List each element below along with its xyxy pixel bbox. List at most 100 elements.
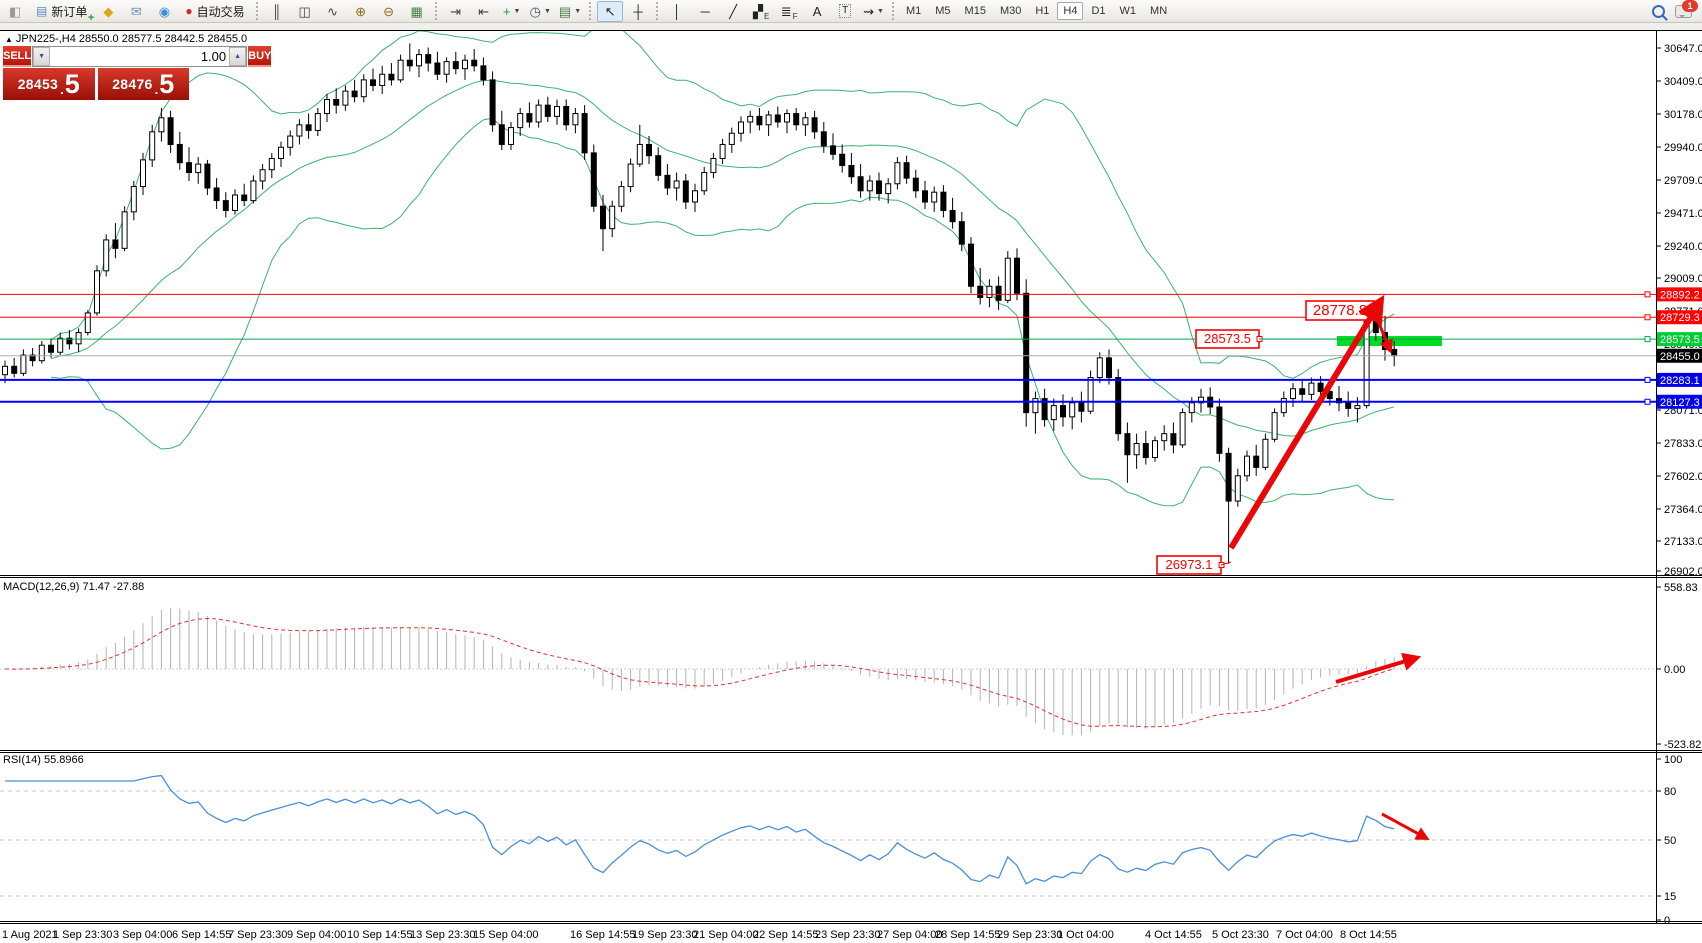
new-order-icon: ▤ xyxy=(36,4,48,18)
volume-increase-button[interactable]: ▲ xyxy=(229,47,247,66)
annotations: 28778.8 28573.5 26973.1 xyxy=(1156,294,1430,840)
candlestick-button[interactable]: ◫ xyxy=(292,1,318,22)
timeframe-h1[interactable]: H1 xyxy=(1035,5,1050,17)
zoom-in-button[interactable]: ⊕ xyxy=(348,1,374,22)
collapse-arrow-icon: ▲ xyxy=(5,35,13,44)
templates-button[interactable]: ▤ ▼ xyxy=(556,1,584,22)
tile-windows-icon: ▦ xyxy=(410,3,423,19)
plus-icon: + xyxy=(87,11,95,24)
hline-icon: ─ xyxy=(700,3,710,19)
svg-text:10 Sep 14:55: 10 Sep 14:55 xyxy=(347,929,412,941)
chart-shift-button[interactable]: ⇤ xyxy=(471,1,497,22)
buy-price-sep: . xyxy=(154,82,159,97)
svg-text:27 Sep 04:00: 27 Sep 04:00 xyxy=(877,929,942,941)
svg-text:9 Sep 04:00: 9 Sep 04:00 xyxy=(287,929,346,941)
timeframe-m1[interactable]: M1 xyxy=(905,5,922,17)
chart-title: ▲ JPN225-,H4 28550.0 28577.5 28442.5 2845… xyxy=(5,33,247,45)
vline-icon: │ xyxy=(673,3,682,19)
channel-icon: ▞ xyxy=(752,3,763,19)
new-order-button[interactable]: ▤ + 新订单 xyxy=(30,1,95,24)
market-watch-icon-icon: ◆ xyxy=(103,3,114,19)
trendline-button[interactable]: ╱ xyxy=(720,1,746,22)
text-button[interactable]: A xyxy=(804,1,830,22)
toolbar-separator xyxy=(434,2,438,20)
hline-button[interactable]: ─ xyxy=(692,1,718,22)
fibonacci-icon: ≣ xyxy=(780,3,792,19)
buy-price-dec: 5 xyxy=(159,68,175,99)
toolbar-separator xyxy=(656,2,659,20)
signals-icon[interactable]: ◉ xyxy=(151,1,177,22)
arrows-button[interactable]: ⇝ ▼ xyxy=(860,1,887,22)
volume-decrease-button[interactable]: ▼ xyxy=(33,47,51,66)
chart-window-icon[interactable]: ◧ xyxy=(2,1,28,22)
svg-text:27364.0: 27364.0 xyxy=(1664,504,1702,516)
trendline-icon: ╱ xyxy=(729,3,738,19)
svg-text:28729.3: 28729.3 xyxy=(1660,312,1700,324)
chart-title-text: JPN225-,H4 28550.0 28577.5 28442.5 28455… xyxy=(15,33,248,45)
candles xyxy=(2,43,1398,564)
svg-text:28892.2: 28892.2 xyxy=(1660,289,1700,301)
arrows-icon: ⇝ xyxy=(863,3,875,19)
fibonacci-button[interactable]: ≣ F xyxy=(776,1,802,22)
cursor-button[interactable]: ↖ xyxy=(597,0,624,22)
zoom-in-icon: ⊕ xyxy=(355,3,367,19)
tile-windows-button[interactable]: ▦ xyxy=(404,1,430,22)
timeframe-w1[interactable]: W1 xyxy=(1119,5,1137,17)
zoom-out-icon: ⊖ xyxy=(383,3,395,19)
svg-text:8 Oct 14:55: 8 Oct 14:55 xyxy=(1340,929,1397,941)
line-chart-button[interactable]: ∿ xyxy=(320,1,346,22)
timeframe-d1[interactable]: D1 xyxy=(1091,5,1106,17)
svg-text:15: 15 xyxy=(1664,891,1676,903)
indicators-add-button[interactable]: + ▼ xyxy=(499,1,525,22)
text-label-button[interactable]: T xyxy=(832,1,858,22)
timeframe-m5[interactable]: M5 xyxy=(935,5,951,17)
timeframe-m30[interactable]: M30 xyxy=(999,5,1022,17)
rsi-pane xyxy=(0,774,1656,897)
volume-input[interactable] xyxy=(50,47,230,66)
auto-scroll-button[interactable]: ⇥ xyxy=(443,1,469,22)
sub-letter: E xyxy=(763,11,770,21)
text-label-icon: T xyxy=(839,4,852,18)
chart-shift-icon: ⇤ xyxy=(478,3,490,19)
svg-text:15 Sep 04:00: 15 Sep 04:00 xyxy=(473,929,538,941)
timeframe-mn[interactable]: MN xyxy=(1150,5,1168,17)
periods-button[interactable]: ◷ ▼ xyxy=(527,1,554,22)
sell-price-sep: . xyxy=(60,82,64,97)
channel-button[interactable]: ▞ E xyxy=(748,1,774,22)
trend-up-arrow xyxy=(1228,294,1385,550)
zoom-out-button[interactable]: ⊖ xyxy=(376,1,402,22)
mailbox-icon[interactable]: ✉ xyxy=(123,1,149,22)
buy-price[interactable]: 28476. 5 xyxy=(97,68,189,100)
axes: 30647.0 30409.0 30178.0 29940.0 29709.0 29471… xyxy=(2,43,1702,941)
bar-chart-button[interactable]: ║ xyxy=(264,1,290,22)
svg-text:6 Sep 14:55: 6 Sep 14:55 xyxy=(172,929,231,941)
svg-text:22 Sep 14:55: 22 Sep 14:55 xyxy=(753,929,818,941)
svg-text:13 Sep 23:30: 13 Sep 23:30 xyxy=(410,929,475,941)
svg-text:100: 100 xyxy=(1664,754,1682,766)
vline-button[interactable]: │ xyxy=(664,1,690,22)
line-chart-icon: ∿ xyxy=(327,3,339,19)
buy-price-int: 28476 xyxy=(112,76,153,92)
svg-text:19 Sep 23:30: 19 Sep 23:30 xyxy=(632,929,697,941)
timeframe-m15[interactable]: M15 xyxy=(964,5,986,17)
sell-price-int: 28453 xyxy=(17,76,59,92)
label-28778: 28778.8 xyxy=(1313,302,1367,319)
market-watch-icon[interactable]: ◆ xyxy=(95,1,121,22)
toolbar-separator xyxy=(891,2,895,20)
timeframe-h4[interactable]: H4 xyxy=(1057,2,1084,20)
dropdown-arrow-icon: ▼ xyxy=(543,7,551,15)
sell-button[interactable]: SELL xyxy=(3,46,32,67)
cursor-icon: ↖ xyxy=(604,3,616,19)
signals-icon-icon: ◉ xyxy=(158,3,171,19)
svg-text:23 Sep 23:30: 23 Sep 23:30 xyxy=(815,929,880,941)
buy-button[interactable]: BUY xyxy=(248,46,272,67)
chat-icon[interactable]: 1 xyxy=(1675,0,1698,18)
crosshair-button[interactable]: ┼ xyxy=(625,1,651,22)
rsi-down-arrow xyxy=(1381,812,1430,840)
toolbar-separator xyxy=(589,2,592,20)
sell-price[interactable]: 28453. 5 xyxy=(3,68,95,100)
search-icon[interactable] xyxy=(1652,4,1665,18)
autotrading-button[interactable]: ● 自动交易 xyxy=(179,1,250,22)
